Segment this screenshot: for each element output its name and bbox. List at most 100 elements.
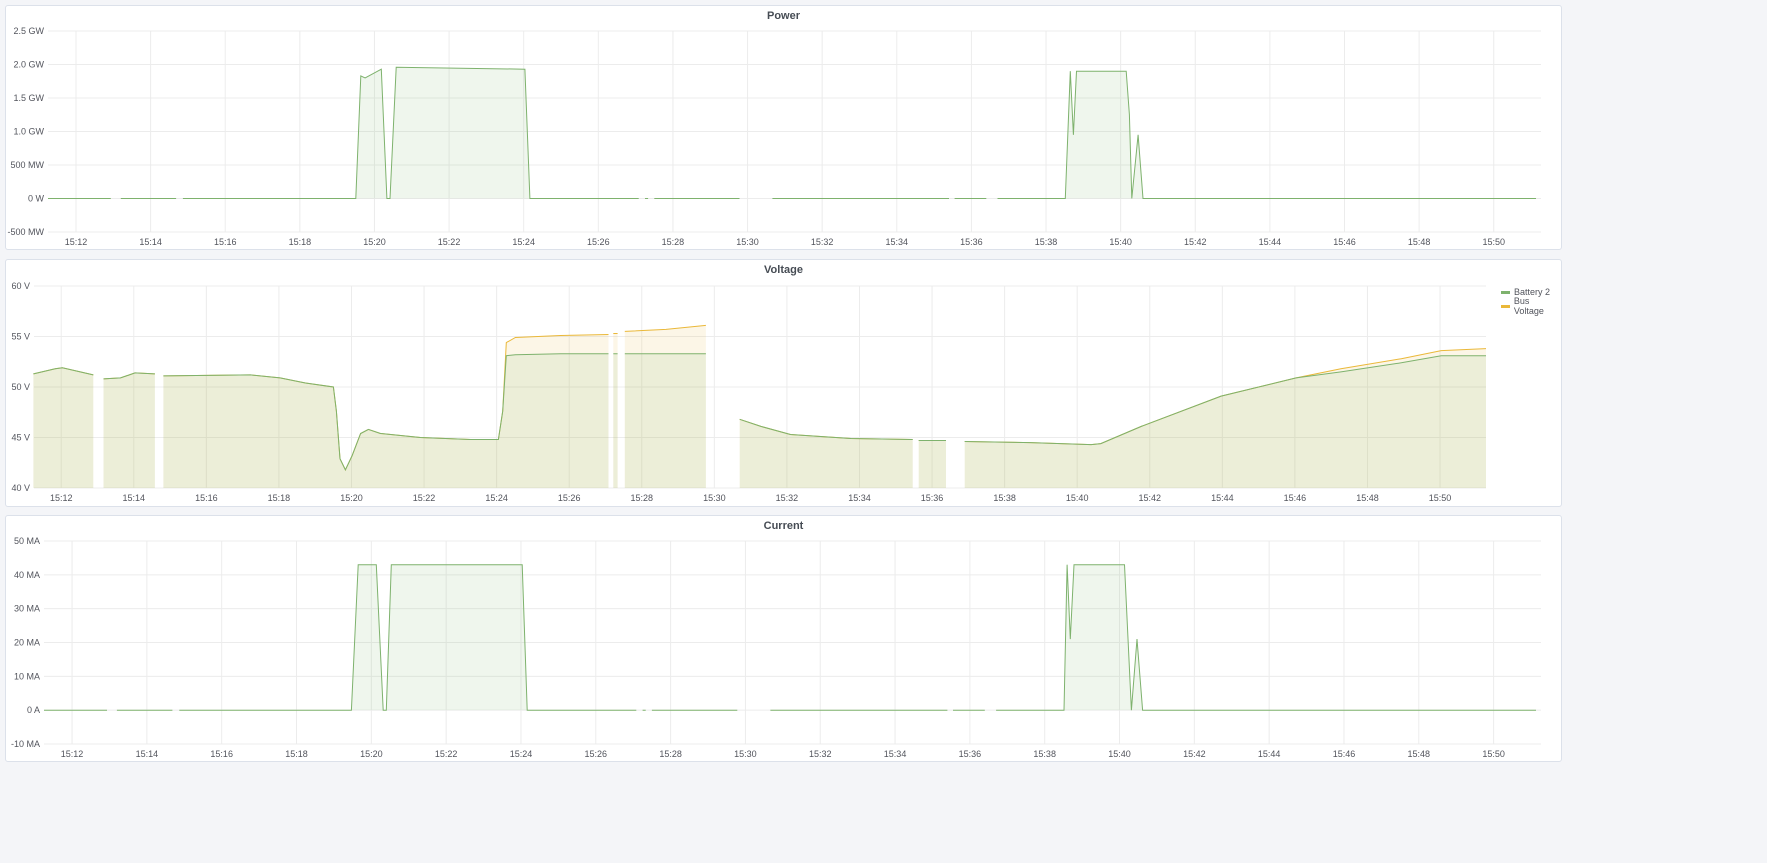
power-panel: Power 2.5 GW 2.0 GW 1.5 GW 1.0 GW 500 MW 0 W -… [5, 5, 1562, 250]
x-tick-label: 15:44 [1211, 493, 1234, 503]
y-tick-label: -500 MW [7, 227, 44, 237]
y-tick-label: 50 V [11, 382, 30, 392]
x-tick-label: 15:46 [1333, 749, 1356, 759]
y-tick-label: 2.5 GW [13, 26, 44, 36]
legend-item-bus-voltage[interactable]: Bus Voltage [1501, 296, 1561, 316]
x-tick-label: 15:40 [1109, 237, 1132, 247]
series-line-power[interactable] [48, 66, 1536, 199]
x-tick-label: 15:24 [512, 237, 535, 247]
x-tick-label: 15:28 [659, 749, 682, 759]
x-tick-label: 15:22 [435, 749, 458, 759]
x-tick-label: 15:20 [340, 493, 363, 503]
x-tick-label: 15:42 [1184, 237, 1207, 247]
y-tick-label: 30 MA [14, 604, 40, 614]
x-tick-label: 15:30 [736, 237, 759, 247]
x-tick-label: 15:44 [1259, 237, 1282, 247]
voltage-chart: 60 V 55 V 50 V 45 V 40 V 15:12 15:14 15:16 15:18… [11, 281, 1487, 503]
series-line-current[interactable] [44, 564, 1536, 711]
voltage-panel: Voltage 60 V 55 V 50 V 45 V 40 V 15:12 15:14 15… [5, 259, 1562, 507]
y-tick-label: 0 A [27, 705, 40, 715]
y-tick-label: -10 MA [11, 739, 40, 749]
x-tick-label: 15:12 [50, 493, 73, 503]
x-tick-label: 15:20 [360, 749, 383, 759]
y-tick-label: 40 MA [14, 570, 40, 580]
x-tick-label: 15:32 [809, 749, 832, 759]
x-tick-label: 15:30 [734, 749, 757, 759]
x-tick-label: 15:50 [1482, 237, 1505, 247]
x-tick-label: 15:22 [413, 493, 436, 503]
x-tick-label: 15:42 [1183, 749, 1206, 759]
x-tick-label: 15:18 [285, 749, 308, 759]
x-tick-label: 15:40 [1066, 493, 1089, 503]
x-tick-label: 15:36 [921, 493, 944, 503]
x-tick-label: 15:24 [485, 493, 508, 503]
y-tick-label: 50 MA [14, 536, 40, 546]
x-tick-label: 15:12 [65, 237, 88, 247]
x-tick-label: 15:34 [884, 749, 907, 759]
series-area-power [48, 67, 1536, 199]
y-tick-label: 1.0 GW [13, 127, 44, 137]
power-chart: 2.5 GW 2.0 GW 1.5 GW 1.0 GW 500 MW 0 W -500 MW… [7, 26, 1541, 247]
y-tick-label: 1.5 GW [13, 93, 44, 103]
x-tick-label: 15:32 [776, 493, 799, 503]
x-tick-label: 15:12 [61, 749, 84, 759]
legend-label: Battery 2 [1514, 287, 1551, 297]
x-tick-label: 15:34 [848, 493, 871, 503]
x-tick-label: 15:38 [993, 493, 1016, 503]
y-tick-label: 20 MA [14, 638, 40, 648]
x-tick-label: 15:38 [1033, 749, 1056, 759]
x-tick-label: 15:40 [1108, 749, 1131, 759]
current-chart: 50 MA 40 MA 30 MA 20 MA 10 MA 0 A -10 MA 15:12 1… [11, 536, 1541, 759]
series-color-swatch [1501, 290, 1510, 294]
x-tick-label: 15:48 [1356, 493, 1379, 503]
y-tick-label: 40 V [11, 483, 30, 493]
x-tick-label: 15:20 [363, 237, 386, 247]
series-color-swatch [1501, 304, 1510, 308]
x-tick-label: 15:36 [959, 749, 982, 759]
x-tick-label: 15:36 [960, 237, 983, 247]
x-tick-label: 15:14 [123, 493, 146, 503]
x-tick-label: 15:22 [438, 237, 461, 247]
legend-label: Bus Voltage [1513, 296, 1544, 316]
series-area-bus-voltage [33, 325, 1486, 488]
x-tick-label: 15:48 [1408, 749, 1431, 759]
series-area-current [44, 564, 1536, 711]
x-tick-label: 15:18 [289, 237, 312, 247]
x-tick-label: 15:16 [195, 493, 218, 503]
x-tick-label: 15:50 [1482, 749, 1505, 759]
y-tick-label: 55 V [11, 332, 30, 342]
x-tick-label: 15:50 [1429, 493, 1452, 503]
x-tick-label: 15:32 [811, 237, 834, 247]
legend-item-battery-2[interactable]: Battery 2 [1501, 285, 1561, 299]
y-tick-label: 2.0 GW [13, 60, 44, 70]
panel-title[interactable]: Voltage [764, 264, 803, 276]
series-area-battery-2 [33, 353, 1486, 488]
x-tick-label: 15:44 [1258, 749, 1281, 759]
x-tick-label: 15:38 [1035, 237, 1058, 247]
x-tick-label: 15:42 [1138, 493, 1161, 503]
y-tick-label: 500 MW [10, 160, 44, 170]
x-tick-label: 15:34 [886, 237, 909, 247]
x-tick-label: 15:26 [558, 493, 581, 503]
y-tick-label: 10 MA [14, 671, 40, 681]
y-tick-label: 0 W [28, 194, 45, 204]
x-tick-label: 15:48 [1408, 237, 1431, 247]
x-tick-label: 15:46 [1284, 493, 1307, 503]
x-tick-label: 15:14 [139, 237, 162, 247]
x-tick-label: 15:26 [587, 237, 610, 247]
x-tick-label: 15:24 [510, 749, 533, 759]
current-panel: Current 50 MA 40 MA 30 MA 20 MA 10 MA 0 A -10 … [5, 515, 1562, 762]
panel-title[interactable]: Power [766, 10, 800, 22]
x-tick-label: 15:14 [136, 749, 159, 759]
x-tick-label: 15:16 [210, 749, 233, 759]
x-tick-label: 15:18 [268, 493, 291, 503]
y-tick-label: 45 V [11, 433, 30, 443]
x-tick-label: 15:16 [214, 237, 237, 247]
x-tick-label: 15:46 [1333, 237, 1356, 247]
series-line-battery-2[interactable] [33, 353, 1486, 471]
y-tick-label: 60 V [11, 281, 30, 291]
panel-title[interactable]: Current [763, 520, 804, 532]
x-tick-label: 15:26 [585, 749, 608, 759]
legend: Battery 2 Bus Voltage [1501, 285, 1561, 316]
x-tick-label: 15:28 [662, 237, 685, 247]
